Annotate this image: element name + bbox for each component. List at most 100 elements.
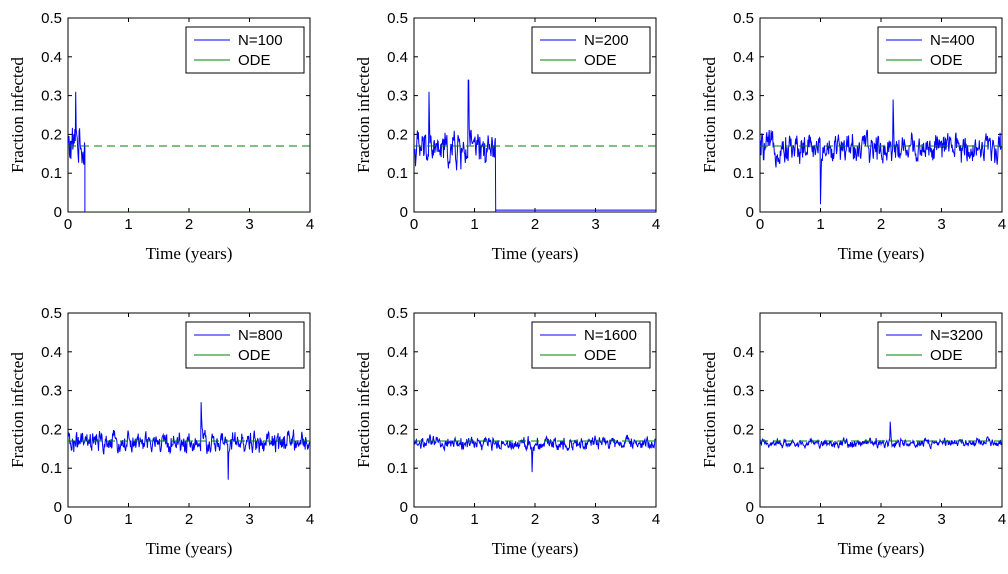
y-axis-label: Fraction infected: [700, 57, 719, 173]
legend-box: [531, 26, 651, 74]
x-tick-label: 2: [531, 511, 539, 528]
legend-label: ODE: [238, 347, 271, 364]
y-tick-label: 0.2: [387, 421, 408, 438]
y-tick-label: 0: [400, 204, 408, 221]
chart-panel-1: 0 1 2 3 4 0 0.1 0.2 0.3 0.4 0.5 Time (years) Fractio…: [8, 10, 314, 263]
x-axis-label: Time (years): [146, 539, 233, 558]
x-tick-label: 3: [245, 216, 253, 233]
y-tick-label: 0: [746, 499, 754, 516]
legend-label: N=1600: [584, 327, 637, 344]
series-simulation-line: [414, 434, 656, 473]
x-axis-label: Time (years): [492, 539, 579, 558]
legend-box: [531, 321, 651, 369]
legend-box: [877, 321, 997, 369]
x-tick-label: 0: [410, 511, 418, 528]
series-simulation-line: [68, 402, 310, 480]
legend-label: ODE: [584, 347, 617, 364]
legend-box: [185, 321, 305, 369]
y-tick-label: 0.4: [41, 49, 62, 66]
y-tick-label: 0.3: [41, 383, 62, 400]
x-tick-label: 0: [64, 511, 72, 528]
y-tick-label: 0.5: [41, 10, 62, 27]
y-axis-label: Fraction infected: [354, 352, 373, 468]
x-tick-label: 0: [64, 216, 72, 233]
y-tick-label: 0.4: [733, 49, 754, 66]
legend: N=200 ODE: [531, 26, 651, 74]
x-tick-label: 1: [124, 216, 132, 233]
legend: N=100 ODE: [185, 26, 305, 74]
x-axis-label: Time (years): [492, 244, 579, 263]
y-tick-label: 0: [746, 204, 754, 221]
x-tick-label: 4: [998, 216, 1006, 233]
plot-area: [414, 434, 656, 473]
legend-label: ODE: [238, 52, 271, 69]
chart-panel-5: 0 1 2 3 4 0 0.1 0.2 0.3 0.4 0.5 Time (years) Fractio…: [354, 305, 660, 558]
legend-label: N=400: [930, 32, 975, 49]
chart-panel-6: 0 1 2 3 4 0 0.1 0.2 0.3 0.4 Time (years) Fraction i…: [700, 312, 1006, 558]
y-tick-label: 0.4: [387, 344, 408, 361]
series-simulation-line: [414, 79, 656, 212]
y-tick-label: 0.2: [733, 126, 754, 143]
y-tick-label: 0.3: [733, 88, 754, 105]
legend-label: ODE: [930, 52, 963, 69]
y-tick-label: 0.3: [387, 88, 408, 105]
y-axis-label: Fraction infected: [8, 57, 27, 173]
x-tick-label: 4: [306, 216, 314, 233]
legend-box: [877, 26, 997, 74]
chart-panel-2: 0 1 2 3 4 0 0.1 0.2 0.3 0.4 0.5 Time (years) Fractio…: [354, 10, 660, 263]
y-tick-label: 0.5: [733, 10, 754, 27]
y-tick-label: 0.5: [41, 305, 62, 322]
legend-label: N=800: [238, 327, 283, 344]
y-tick-label: 0.1: [387, 165, 408, 182]
plot-area: [414, 79, 656, 212]
x-tick-label: 4: [652, 511, 660, 528]
legend: N=3200 ODE: [877, 321, 997, 369]
x-tick-label: 4: [998, 511, 1006, 528]
y-axis-label: Fraction infected: [8, 352, 27, 468]
legend-label: ODE: [930, 347, 963, 364]
y-tick-label: 0: [54, 499, 62, 516]
y-tick-label: 0.1: [733, 165, 754, 182]
x-tick-label: 1: [124, 511, 132, 528]
chart-panel-3: 0 1 2 3 4 0 0.1 0.2 0.3 0.4 0.5 Time (years) Fractio…: [700, 10, 1006, 263]
x-tick-label: 3: [937, 511, 945, 528]
x-tick-label: 1: [470, 511, 478, 528]
x-tick-label: 1: [816, 216, 824, 233]
legend: N=800 ODE: [185, 321, 305, 369]
y-tick-label: 0: [400, 499, 408, 516]
legend-label: N=200: [584, 32, 629, 49]
y-tick-label: 0.1: [41, 165, 62, 182]
y-tick-label: 0.1: [387, 460, 408, 477]
plot-area: [760, 99, 1002, 205]
x-tick-label: 4: [306, 511, 314, 528]
chart-panel-4: 0 1 2 3 4 0 0.1 0.2 0.3 0.4 0.5 Time (years) Fractio…: [8, 305, 314, 558]
y-tick-label: 0.2: [41, 126, 62, 143]
y-tick-label: 0.5: [387, 10, 408, 27]
x-axis-label: Time (years): [838, 244, 925, 263]
x-tick-label: 2: [877, 216, 885, 233]
x-tick-label: 2: [531, 216, 539, 233]
x-tick-label: 2: [877, 511, 885, 528]
series-simulation-line: [760, 99, 1002, 205]
x-axis-label: Time (years): [838, 539, 925, 558]
x-tick-label: 2: [185, 216, 193, 233]
y-tick-label: 0.5: [387, 305, 408, 322]
y-axis-label: Fraction infected: [354, 57, 373, 173]
y-tick-label: 0.2: [733, 421, 754, 438]
y-tick-label: 0.4: [733, 344, 754, 361]
y-tick-label: 0.3: [387, 383, 408, 400]
x-tick-label: 0: [756, 216, 764, 233]
x-tick-label: 3: [591, 511, 599, 528]
plot-area: [68, 402, 310, 480]
x-tick-label: 2: [185, 511, 193, 528]
series-simulation-line: [68, 91, 310, 212]
legend-box: [185, 26, 305, 74]
series-simulation-line: [760, 421, 1002, 450]
y-tick-label: 0.4: [387, 49, 408, 66]
legend-label: N=100: [238, 32, 283, 49]
legend-label: ODE: [584, 52, 617, 69]
x-tick-label: 4: [652, 216, 660, 233]
y-tick-label: 0.3: [41, 88, 62, 105]
y-tick-label: 0.4: [41, 344, 62, 361]
